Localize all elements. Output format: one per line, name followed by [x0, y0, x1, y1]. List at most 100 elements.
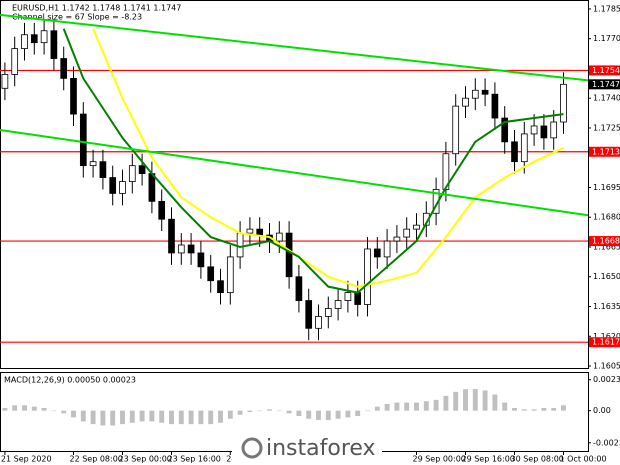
indicator-line — [0, 128, 589, 217]
candle-body — [413, 224, 420, 230]
macd-bar — [218, 410, 223, 423]
candle-body — [99, 161, 107, 178]
level-label: 1.1754 — [592, 66, 620, 75]
candle-body — [89, 161, 97, 167]
macd-bar — [2, 407, 8, 411]
macd-bar — [345, 410, 351, 418]
macd-bar — [404, 402, 410, 411]
x-tick-label: 29 Sep 00:00 — [413, 455, 466, 464]
price-label: 1.1747 — [592, 80, 620, 89]
level-label: 1.1617 — [592, 338, 620, 347]
macd-bar — [267, 409, 272, 411]
candle-body — [403, 228, 411, 238]
macd-bar — [61, 410, 67, 414]
candle-body — [30, 34, 38, 44]
candle-body — [168, 218, 175, 254]
candle-body — [226, 256, 234, 294]
main-frame — [0, 0, 589, 369]
watermark-text: instaforex — [266, 436, 376, 461]
macd-bar — [286, 410, 292, 414]
level-label-box — [589, 236, 620, 247]
macd-bar — [482, 390, 488, 411]
level-label: 1.1668 — [592, 237, 620, 246]
macd-bar — [159, 410, 165, 423]
y-tick-label: 1.1620 — [593, 332, 620, 341]
candle-body — [295, 276, 303, 301]
candle-body — [471, 89, 479, 99]
macd-bar — [325, 410, 331, 421]
candle-body — [236, 232, 244, 258]
macd-bar — [453, 391, 459, 411]
macd-title: MACD(12,26,9) 0.00050 0.00023 — [4, 376, 136, 385]
macd-bar — [512, 407, 517, 411]
candle-body — [50, 30, 58, 59]
macd-bar — [306, 410, 312, 419]
macd-bar — [384, 403, 390, 411]
candle-body — [119, 181, 126, 194]
candle-body — [207, 266, 215, 282]
macd-bar — [463, 389, 468, 411]
x-tick-label: 22 Sep 08:00 — [70, 455, 123, 464]
y-tick-label: 0.0023 — [593, 375, 620, 384]
macd-bar — [100, 410, 106, 426]
candle-body — [520, 133, 528, 163]
candle-body — [21, 34, 28, 50]
candle-body — [79, 113, 87, 167]
watermark-box — [232, 432, 382, 465]
level-label: 1.1713 — [592, 147, 620, 156]
y-tick-label: 1.1785 — [593, 4, 620, 13]
indicator-line — [0, 13, 589, 82]
candle-body — [315, 316, 322, 329]
watermark: instaforex — [232, 432, 382, 465]
x-tick-label: 29 Sep 16:00 — [462, 455, 515, 464]
y-tick-label: 1.1695 — [593, 183, 620, 192]
candle-body — [324, 308, 332, 317]
macd-bar — [110, 410, 116, 426]
level-label-box — [589, 146, 620, 157]
candle-body — [138, 165, 146, 174]
candle-body — [540, 125, 548, 139]
macd-bar — [139, 410, 145, 422]
candle-body — [1, 74, 9, 89]
price-label-box — [589, 79, 620, 90]
macd-bar — [365, 410, 370, 412]
candle-body — [334, 300, 342, 309]
candle-body — [452, 105, 460, 155]
x-tick-label: 30 Sep 08:00 — [511, 455, 564, 464]
macd-bar — [227, 410, 233, 419]
macd-bar — [355, 410, 361, 417]
y-tick-label: 1.1635 — [593, 302, 620, 311]
macd-bar — [561, 405, 566, 411]
macd-bar — [531, 409, 537, 411]
y-tick-label: 1.1605 — [593, 362, 620, 371]
candle-body — [197, 252, 205, 268]
candle-body — [393, 236, 401, 242]
indicator-line — [92, 28, 564, 288]
candle-body — [344, 292, 352, 301]
macd-bar — [257, 410, 263, 412]
candle-body — [285, 232, 293, 278]
candle-body — [109, 177, 117, 194]
candle-body — [60, 58, 68, 79]
candle-body — [373, 248, 381, 258]
x-tick-label: 23 Sep 16:00 — [168, 455, 221, 464]
macd-bar — [472, 389, 478, 411]
macd-bar — [433, 399, 439, 411]
macd-bar — [90, 410, 96, 425]
candle-body — [560, 83, 567, 123]
level-label-box — [589, 65, 620, 76]
macd-bar — [316, 410, 321, 421]
chart-title: EURUSD,H1 1.1742 1.1748 1.1741 1.1747 — [12, 4, 181, 13]
macd-bar — [374, 406, 380, 411]
x-tick-label: 23 Sep 00:00 — [119, 455, 172, 464]
macd-bar — [188, 410, 194, 425]
candle-body — [70, 77, 77, 115]
y-tick-label: 1.1650 — [593, 272, 620, 281]
macd-bar — [149, 410, 155, 422]
candle-body — [491, 93, 499, 119]
macd-bar — [129, 410, 135, 423]
candle-body — [217, 280, 224, 294]
y-tick-label: 1.1740 — [593, 94, 620, 103]
